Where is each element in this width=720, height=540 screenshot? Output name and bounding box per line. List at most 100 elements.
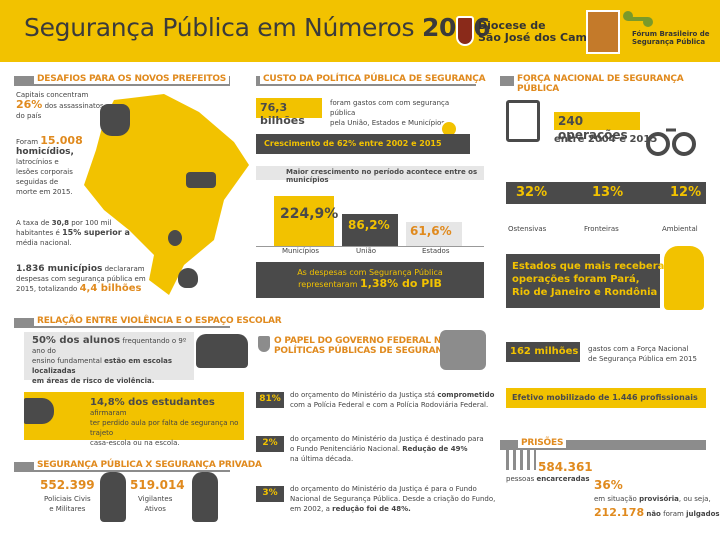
custo-desc-line1: foram gastos com com segurança pública <box>330 99 450 117</box>
estudantes-pct: 14,8% dos estudantes <box>90 397 215 408</box>
diocese-line1: Diocese de <box>478 19 546 32</box>
operacoes-box: 240 operações <box>554 112 640 142</box>
estudantes-line3: casa-escola ou na escola. <box>90 439 180 447</box>
prisoes-total-label: pessoas encarceradas <box>506 474 590 484</box>
capitais-line1: Capitais concentram <box>16 91 89 99</box>
operacoes-text: 240 operações <box>558 114 628 142</box>
milhoes-line2: de Segurança Pública em 2015 <box>588 355 697 363</box>
bar-estados-value: 61,6% <box>410 224 452 238</box>
custo-desc-line2: pela União, Estados e Municípios. <box>330 119 448 127</box>
milhoes-line1: gastos com a Força Nacional <box>588 345 689 353</box>
label-fronteiras: Fronteiras <box>584 225 619 233</box>
bar-baseline <box>256 246 484 247</box>
municipios-num: 1.836 municípios <box>16 264 103 274</box>
vigilantes-num: 519.014 <box>130 478 185 492</box>
despesas-line1: As despesas com Segurança Pública <box>297 268 443 277</box>
provisoria-line3: , ou seja, <box>678 495 711 503</box>
vigilantes-label: Vigilantes Ativos <box>138 494 172 514</box>
lat-line1: latrocínios e <box>16 158 59 166</box>
taxa-text: A taxa de 30,8 por 100 mil habitantes é … <box>16 218 136 248</box>
privada-heading: SEGURANÇA PÚBLICA X SEGURANÇA PRIVADA <box>34 460 265 470</box>
custo-valor-box: 76,3 bilhões <box>256 98 322 127</box>
soldier-icon <box>664 246 704 310</box>
papel-2-line1: do orçamento do Ministério da Justiça é … <box>290 435 484 443</box>
papel-3-line1: do orçamento do Ministério da Justiça é … <box>290 485 477 493</box>
taxa-line4: média nacional. <box>16 239 72 247</box>
lat-line4: morte em 2015. <box>16 188 73 196</box>
capitais-text: Capitais concentram 26% dos assassinatos… <box>16 90 116 121</box>
estudantes-text: 14,8% dos estudantes afirmaram ter perdi… <box>90 398 240 448</box>
alunos-line1: frequentando o 9º ano do <box>32 337 187 355</box>
milhoes-text: 162 milhões <box>510 346 579 357</box>
prisoes-heading: PRISÕES <box>518 438 567 448</box>
bar-uniao: 86,2% <box>342 214 398 246</box>
papel-item-3: do orçamento do Ministério da Justiça é … <box>290 484 500 514</box>
papel-pct-2: 2% <box>256 436 284 452</box>
maior-box: Maior crescimento no período acontece en… <box>256 166 484 184</box>
title-text: Segurança Pública em Números <box>24 13 415 42</box>
homicidios-text: Foram 15.008 homicídios, latrocínios e l… <box>16 135 96 197</box>
pct-ostensivas: 32% <box>516 185 548 200</box>
papel-81-line1: do orçamento do Ministério da Justiça st… <box>290 391 436 399</box>
provisoria-line2: provisória <box>639 495 679 503</box>
bloody-hand-icon <box>100 104 130 136</box>
municipios-text: 1.836 municípios declararam despesas com… <box>16 264 186 294</box>
bar-label-uniao: União <box>356 247 377 255</box>
forum-line1: Fórum Brasileiro de <box>632 30 710 38</box>
prisoes-label2: encarceradas <box>536 475 590 483</box>
prison-bars-icon <box>506 450 536 470</box>
grenade-icon <box>168 230 182 246</box>
milhoes-box: 162 milhões <box>506 342 580 362</box>
foram-label: Foram <box>16 138 39 146</box>
page-title: Segurança Pública em Números 2016 <box>24 13 491 42</box>
brazil-map-icon <box>84 94 249 295</box>
policiais-line1: Policiais Civis <box>44 495 91 503</box>
forca-heading: FORÇA NACIONAL DE SEGURANÇA PÚBLICA <box>514 74 720 94</box>
capitais-pct: 26% <box>16 98 43 111</box>
saint-image-icon <box>586 10 620 54</box>
pct-fronteiras: 13% <box>592 185 624 200</box>
crescimento-text: Crescimento de 62% entre 2002 e 2015 <box>264 139 442 148</box>
estados-line2: operações foram Pará, <box>512 274 640 285</box>
papel-81-line2: com a Polícia Federal e com a Polícia Ro… <box>290 401 489 409</box>
papel-2-line3: na última década. <box>290 455 354 463</box>
crescimento-box: Crescimento de 62% entre 2002 e 2015 <box>256 134 470 154</box>
prisoes-total: 584.361 <box>538 460 593 474</box>
bar-estados: 61,6% <box>406 222 462 246</box>
municipios-total: 4,4 bilhões <box>79 283 142 294</box>
label-ambiental: Ambiental <box>662 225 698 233</box>
custo-bar-chart: 224,9% 86,2% 61,6% <box>256 184 484 254</box>
megaphone-icon <box>24 398 54 424</box>
nao-julgados-line2: foram <box>663 510 684 518</box>
forum-logo-icon <box>622 8 656 30</box>
papel-heading: O PAPEL DO GOVERNO FEDERAL NAS POLÍTICAS… <box>274 336 456 356</box>
diocese-line2: São José dos Campos <box>478 31 609 44</box>
papel-heading-line1: O PAPEL DO GOVERNO FEDERAL NAS <box>274 336 455 346</box>
papel-3-line2: Nacional de Segurança Pública. Desde a c… <box>290 495 496 503</box>
custo-desc: foram gastos com com segurança pública p… <box>330 98 460 128</box>
security-guard-icon <box>192 472 218 522</box>
capitais-line2: dos assassinatos <box>44 102 104 110</box>
maior-text: Maior crescimento no período acontece en… <box>286 168 478 184</box>
taxa-pct: 15% superior a <box>62 228 130 237</box>
homicidios-label: homicídios, <box>16 147 74 157</box>
nao-julgados-line1: não <box>646 510 661 518</box>
capitais-line3: do país <box>16 112 42 120</box>
handcuffs-icon <box>644 118 698 158</box>
bar-label-estados: Estados <box>422 247 450 255</box>
vigilantes-line2: Ativos <box>144 505 166 513</box>
papel-3-line3: em 2002, a <box>290 505 330 513</box>
prisoes-label1: pessoas <box>506 475 535 483</box>
despesas-line2: representaram <box>298 280 358 289</box>
custo-valor: 76,3 bilhões <box>260 101 305 127</box>
diocese-name: Diocese de São José dos Campos <box>478 20 609 44</box>
bar-label-municipios: Municípios <box>282 247 319 255</box>
shield-icon <box>258 336 270 352</box>
papel-pct-81: 81% <box>256 392 284 408</box>
nao-julgados-text: 212.178 não foram julgados <box>594 507 720 519</box>
provisoria-pct: 36% <box>594 478 623 492</box>
estados-text: Estados que mais receberam operações for… <box>512 260 675 299</box>
taxa-line3: habitantes é <box>16 229 60 237</box>
provisoria-text: em situação provisória, ou seja, <box>594 494 711 504</box>
clipboard-icon <box>506 100 540 142</box>
